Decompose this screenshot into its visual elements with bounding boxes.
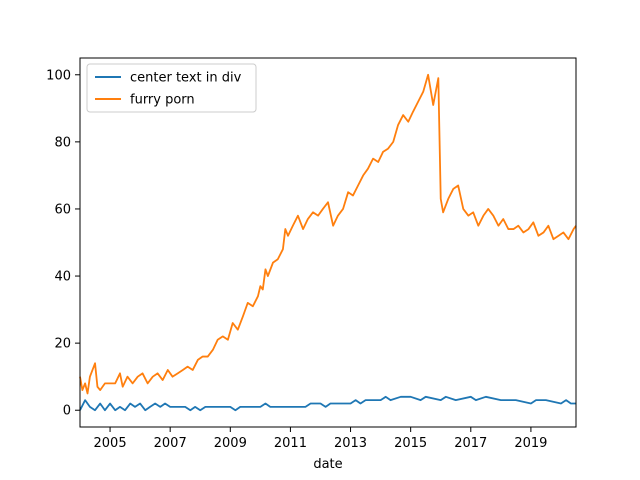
plot-frame [79,57,577,428]
y-axis-ticks: 0 20 40 60 80 100 [46,68,80,419]
x-tick-label: 2011 [274,436,307,451]
x-tick-label: 2007 [154,436,187,451]
x-tick-label: 2015 [394,436,427,451]
x-axis-ticks: 2005 2007 2009 2011 2013 2015 2017 2019 [94,427,547,451]
legend-label-1: center text in div [130,71,242,86]
legend-box [86,63,257,113]
x-tick-label: 2017 [454,436,487,451]
x-axis-label: date [313,457,342,472]
y-tick-label: 80 [54,135,71,150]
y-tick-label: 0 [63,404,71,419]
x-tick-label: 2013 [334,436,367,451]
series-line-2 [79,73,577,395]
y-tick-label: 40 [54,270,71,285]
series-line-1 [79,395,576,412]
legend: center text in div furry porn [86,63,257,113]
y-tick-label: 20 [54,337,71,352]
legend-label-2: furry porn [130,93,195,108]
y-tick-label: 100 [46,68,71,83]
series-lines [79,73,577,412]
y-tick-label: 60 [54,202,71,217]
x-tick-label: 2009 [214,436,247,451]
x-tick-label: 2019 [514,436,547,451]
x-tick-label: 2005 [94,436,127,451]
